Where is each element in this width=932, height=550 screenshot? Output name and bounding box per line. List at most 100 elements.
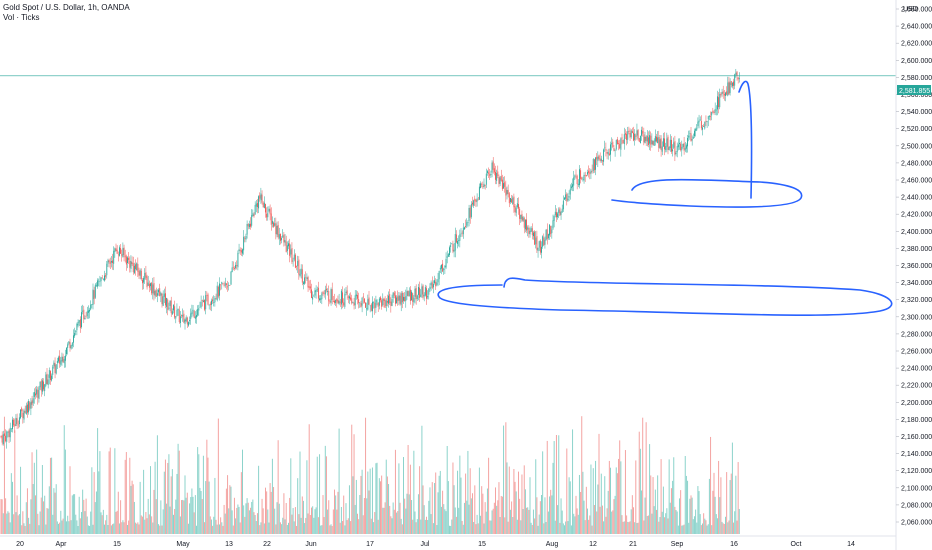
- volume-bar: [145, 512, 147, 534]
- volume-bar: [524, 489, 526, 534]
- candle-body: [599, 158, 601, 162]
- volume-bar: [339, 522, 341, 534]
- candle-body: [228, 284, 230, 286]
- volume-bar: [202, 455, 204, 534]
- candle-body: [115, 248, 117, 251]
- candle-body: [58, 357, 59, 362]
- candle-body: [335, 299, 337, 304]
- currency-label[interactable]: USD: [903, 6, 918, 13]
- candle-body: [222, 283, 224, 284]
- volume-bar: [132, 484, 134, 534]
- candle-body: [396, 297, 398, 304]
- volume-bar: [1, 499, 3, 534]
- candle-body: [75, 330, 77, 332]
- candle-body: [636, 130, 638, 136]
- candle-body: [465, 226, 467, 228]
- candle-body: [230, 271, 232, 285]
- candle-body: [207, 294, 209, 305]
- volume-bar: [263, 523, 265, 534]
- volume-bar: [155, 499, 157, 534]
- volume-bar: [231, 510, 233, 534]
- candle-body: [59, 355, 61, 364]
- candle-body: [175, 316, 177, 319]
- candle-body: [54, 363, 56, 374]
- volume-bar: [634, 522, 636, 534]
- volume-bar: [237, 504, 239, 534]
- volume-bar: [217, 418, 219, 534]
- volume-bar: [727, 522, 729, 534]
- candle-body: [108, 259, 110, 263]
- candle-body: [453, 249, 455, 252]
- candle-body: [550, 226, 552, 235]
- volume-bar: [725, 516, 726, 534]
- volume-bar: [319, 454, 321, 534]
- candle-body: [182, 314, 184, 317]
- volume-bar: [570, 525, 572, 534]
- candle-body: [653, 140, 655, 146]
- volume-bar: [345, 503, 347, 534]
- candle-body: [431, 282, 433, 289]
- candle-body: [17, 424, 19, 426]
- volume-indicator-label[interactable]: Vol · Ticks: [3, 13, 40, 22]
- candle-body: [656, 136, 657, 142]
- candle-body: [85, 316, 87, 317]
- candle-body: [309, 286, 311, 289]
- candle-body: [366, 308, 368, 310]
- volume-bar: [40, 497, 42, 534]
- candle-body: [706, 121, 708, 123]
- candle-body: [667, 136, 669, 150]
- volume-bar: [15, 512, 17, 534]
- volume-bar: [460, 477, 462, 534]
- volume-bar: [635, 460, 637, 534]
- volume-bar: [243, 505, 245, 534]
- price-candles: [0, 68, 740, 449]
- candle-body: [658, 136, 660, 148]
- candle-body: [347, 296, 349, 298]
- candle-body: [466, 222, 468, 226]
- y-tick-label: 2,640.000: [901, 24, 932, 31]
- candle-body: [683, 143, 685, 151]
- volume-bar: [100, 512, 102, 534]
- candle-body: [573, 177, 575, 186]
- candle-body: [174, 306, 176, 318]
- volume-bar: [297, 478, 299, 534]
- volume-bar: [170, 476, 172, 534]
- volume-bar: [316, 456, 318, 534]
- volume-bar: [621, 515, 623, 534]
- volume-bar: [661, 511, 663, 534]
- volume-bar: [325, 456, 327, 534]
- candle-body: [512, 197, 514, 205]
- volume-bar: [251, 501, 253, 534]
- candle-body: [38, 387, 40, 400]
- volume-bar: [598, 433, 600, 534]
- candle-body: [71, 342, 73, 346]
- volume-bar: [638, 431, 640, 534]
- candle-body: [464, 227, 465, 230]
- volume-bar: [583, 500, 585, 534]
- candle-body: [240, 250, 242, 253]
- volume-bar: [166, 503, 168, 534]
- volume-bar: [107, 525, 109, 534]
- candle-body: [579, 169, 580, 186]
- x-tick-label: 21: [629, 541, 637, 548]
- volume-bar: [722, 523, 724, 534]
- candle-body: [428, 288, 430, 295]
- y-tick-label: 2,140.000: [901, 451, 932, 458]
- candle-body: [161, 293, 163, 305]
- drawn-arrow-upper[interactable]: [738, 80, 753, 199]
- candle-body: [717, 96, 718, 110]
- volume-bar: [512, 517, 514, 534]
- candle-body: [246, 223, 248, 235]
- volume-bar: [252, 499, 254, 534]
- candle-body: [606, 151, 608, 154]
- volume-bar: [493, 502, 495, 534]
- volume-bar: [219, 524, 220, 534]
- drawn-ellipse-lower[interactable]: [437, 277, 893, 316]
- candle-body: [82, 310, 84, 312]
- candle-body: [48, 370, 50, 378]
- drawn-ellipse-upper[interactable]: [611, 178, 803, 208]
- candle-body: [438, 271, 440, 280]
- volume-bar: [93, 472, 95, 534]
- candle-body: [237, 252, 239, 268]
